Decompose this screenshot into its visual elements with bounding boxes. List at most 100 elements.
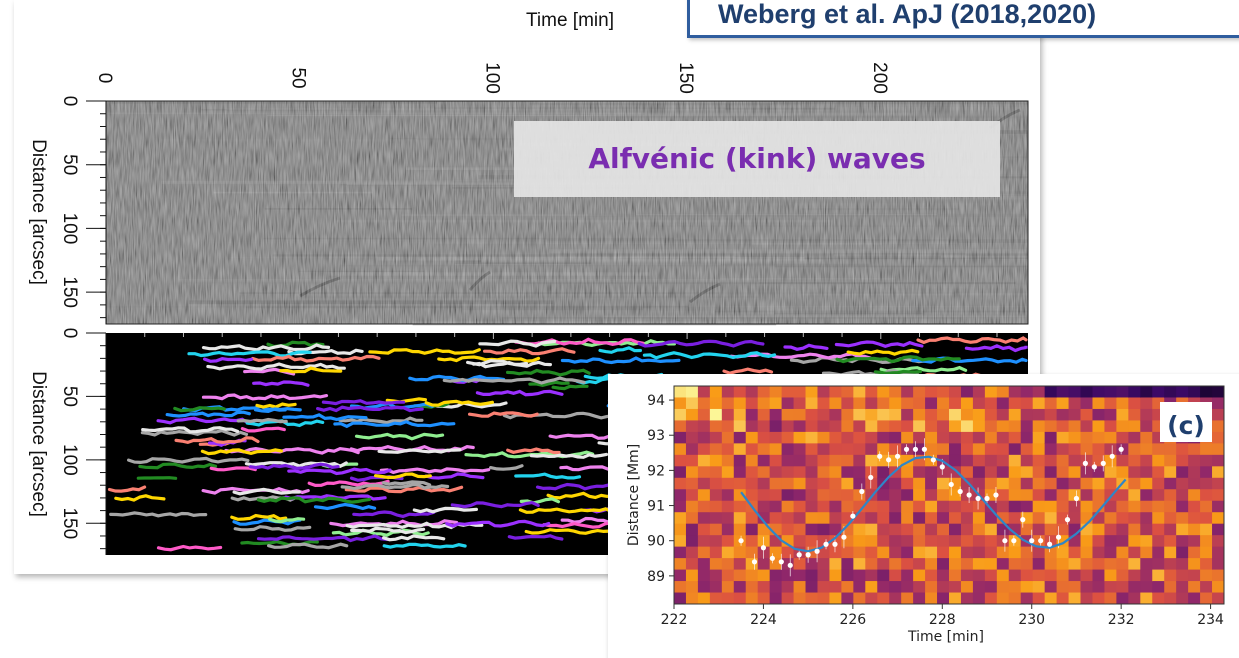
inset-heat-cell bbox=[949, 408, 962, 422]
inset-heat-cell bbox=[733, 386, 747, 399]
inset-heat-cell bbox=[901, 512, 914, 525]
inset-heat-cell bbox=[1092, 443, 1106, 456]
inset-heat-cell bbox=[925, 500, 938, 513]
inset-heat-cell bbox=[937, 386, 950, 399]
thread-track bbox=[412, 506, 478, 514]
inset-heat-cell bbox=[1008, 546, 1022, 559]
inset-heat-cell bbox=[805, 397, 819, 410]
inset-heat-cell bbox=[949, 512, 962, 525]
inset-heat-cell bbox=[853, 546, 866, 559]
top-tick-label: 100 bbox=[481, 62, 502, 94]
inset-heat-cell bbox=[721, 546, 735, 559]
inset-heat-cell bbox=[805, 500, 819, 513]
inset-heat-cell bbox=[721, 454, 735, 467]
inset-heat-cell bbox=[925, 489, 938, 502]
inset-heat-cell bbox=[674, 408, 687, 422]
inset-data-point bbox=[957, 488, 963, 495]
inset-heat-cell bbox=[1092, 397, 1106, 410]
inset-heat-cell bbox=[829, 386, 842, 399]
inset-heat-cell bbox=[1116, 408, 1129, 422]
inset-heat-cell bbox=[769, 408, 783, 422]
inset-heat-cell bbox=[1176, 523, 1189, 536]
inset-heat-cell bbox=[1104, 477, 1117, 490]
inset-heat-cell bbox=[841, 420, 854, 433]
inset-heat-cell bbox=[865, 523, 878, 536]
inset-heat-cell bbox=[685, 581, 699, 594]
inset-heat-cell bbox=[984, 454, 998, 467]
inset-heat-cell bbox=[757, 535, 771, 548]
inset-heat-cell bbox=[674, 454, 687, 467]
threads-y-tick-label: 150 bbox=[59, 507, 80, 539]
inset-heat-cell bbox=[853, 386, 866, 399]
inset-heat-cell bbox=[1188, 592, 1201, 604]
inset-x-tick-label: 222 bbox=[661, 612, 688, 628]
thread-track bbox=[256, 496, 372, 504]
inset-heat-cell bbox=[1080, 443, 1094, 456]
inset-heat-cell bbox=[865, 569, 878, 582]
inset-heat-cell bbox=[1008, 443, 1022, 456]
inset-heat-cell bbox=[1080, 431, 1094, 444]
inset-heat-cell bbox=[925, 443, 938, 456]
inset-heat-cell bbox=[960, 500, 974, 513]
inset-heat-cell bbox=[745, 420, 759, 433]
inset-heat-cell bbox=[1176, 443, 1189, 456]
inset-heat-cell bbox=[709, 500, 723, 513]
inset-heat-cell bbox=[709, 466, 723, 479]
inset-heat-cell bbox=[757, 592, 771, 604]
inset-heat-cell bbox=[960, 397, 974, 410]
inset-heat-cell bbox=[1008, 431, 1022, 444]
inset-heat-cell bbox=[733, 477, 747, 490]
inset-heat-cell bbox=[925, 420, 938, 433]
inset-heat-cell bbox=[889, 477, 902, 490]
inset-heat-cell bbox=[925, 512, 938, 525]
thread-track bbox=[344, 485, 464, 494]
inset-heat-cell bbox=[769, 581, 783, 594]
inset-heat-cell bbox=[1116, 512, 1129, 525]
inset-heat-cell bbox=[841, 477, 854, 490]
inset-heat-cell bbox=[829, 500, 842, 513]
inset-heat-cell bbox=[1116, 454, 1129, 467]
inset-heat-cell bbox=[745, 466, 759, 479]
inset-heat-cell bbox=[1176, 500, 1189, 513]
inset-heat-cell bbox=[865, 558, 878, 571]
thread-track bbox=[513, 337, 645, 347]
inset-heat-cell bbox=[1152, 523, 1165, 536]
inset-heat-cell bbox=[889, 500, 902, 513]
inset-heat-cell bbox=[1092, 592, 1106, 604]
inset-heat-cell bbox=[1104, 408, 1117, 422]
inset-heat-cell bbox=[865, 443, 878, 456]
inset-heat-cell bbox=[709, 477, 723, 490]
inset-data-point bbox=[805, 552, 811, 558]
thread-track bbox=[127, 456, 250, 465]
inset-heat-cell bbox=[721, 443, 735, 456]
inset-heat-cell bbox=[685, 512, 699, 525]
inset-heat-cell bbox=[709, 558, 723, 571]
inset-data-point bbox=[823, 541, 829, 547]
inset-heat-cell bbox=[865, 466, 878, 479]
inset-heat-cell bbox=[996, 386, 1010, 399]
inset-heat-cell bbox=[889, 558, 902, 571]
inset-data-point bbox=[1011, 538, 1017, 544]
inset-heat-cell bbox=[925, 408, 938, 422]
inset-heat-cell bbox=[1140, 489, 1153, 502]
inset-heat-cell bbox=[1008, 408, 1022, 422]
top-tick-label: 50 bbox=[288, 67, 309, 88]
inset-heat-cell bbox=[913, 386, 926, 399]
inset-heat-cell bbox=[674, 477, 687, 490]
inset-heat-cell bbox=[889, 408, 902, 422]
inset-heat-cell bbox=[1200, 454, 1213, 467]
inset-heat-cell bbox=[805, 477, 819, 490]
inset-heat-cell bbox=[721, 397, 735, 410]
inset-heat-cell bbox=[1068, 386, 1082, 399]
inset-heat-cell bbox=[1140, 443, 1153, 456]
inset-heat-cell bbox=[841, 558, 854, 571]
inset-heat-cell bbox=[674, 443, 687, 456]
inset-heat-cell bbox=[674, 581, 687, 594]
inset-heat-cell bbox=[996, 569, 1010, 582]
inset-heat-cell bbox=[1116, 500, 1129, 513]
inset-heat-cell bbox=[805, 523, 819, 536]
inset-data-point bbox=[751, 559, 758, 565]
inset-heat-cell bbox=[1176, 535, 1189, 548]
inset-heat-cell bbox=[1128, 489, 1141, 502]
inset-heat-cell bbox=[984, 523, 998, 536]
